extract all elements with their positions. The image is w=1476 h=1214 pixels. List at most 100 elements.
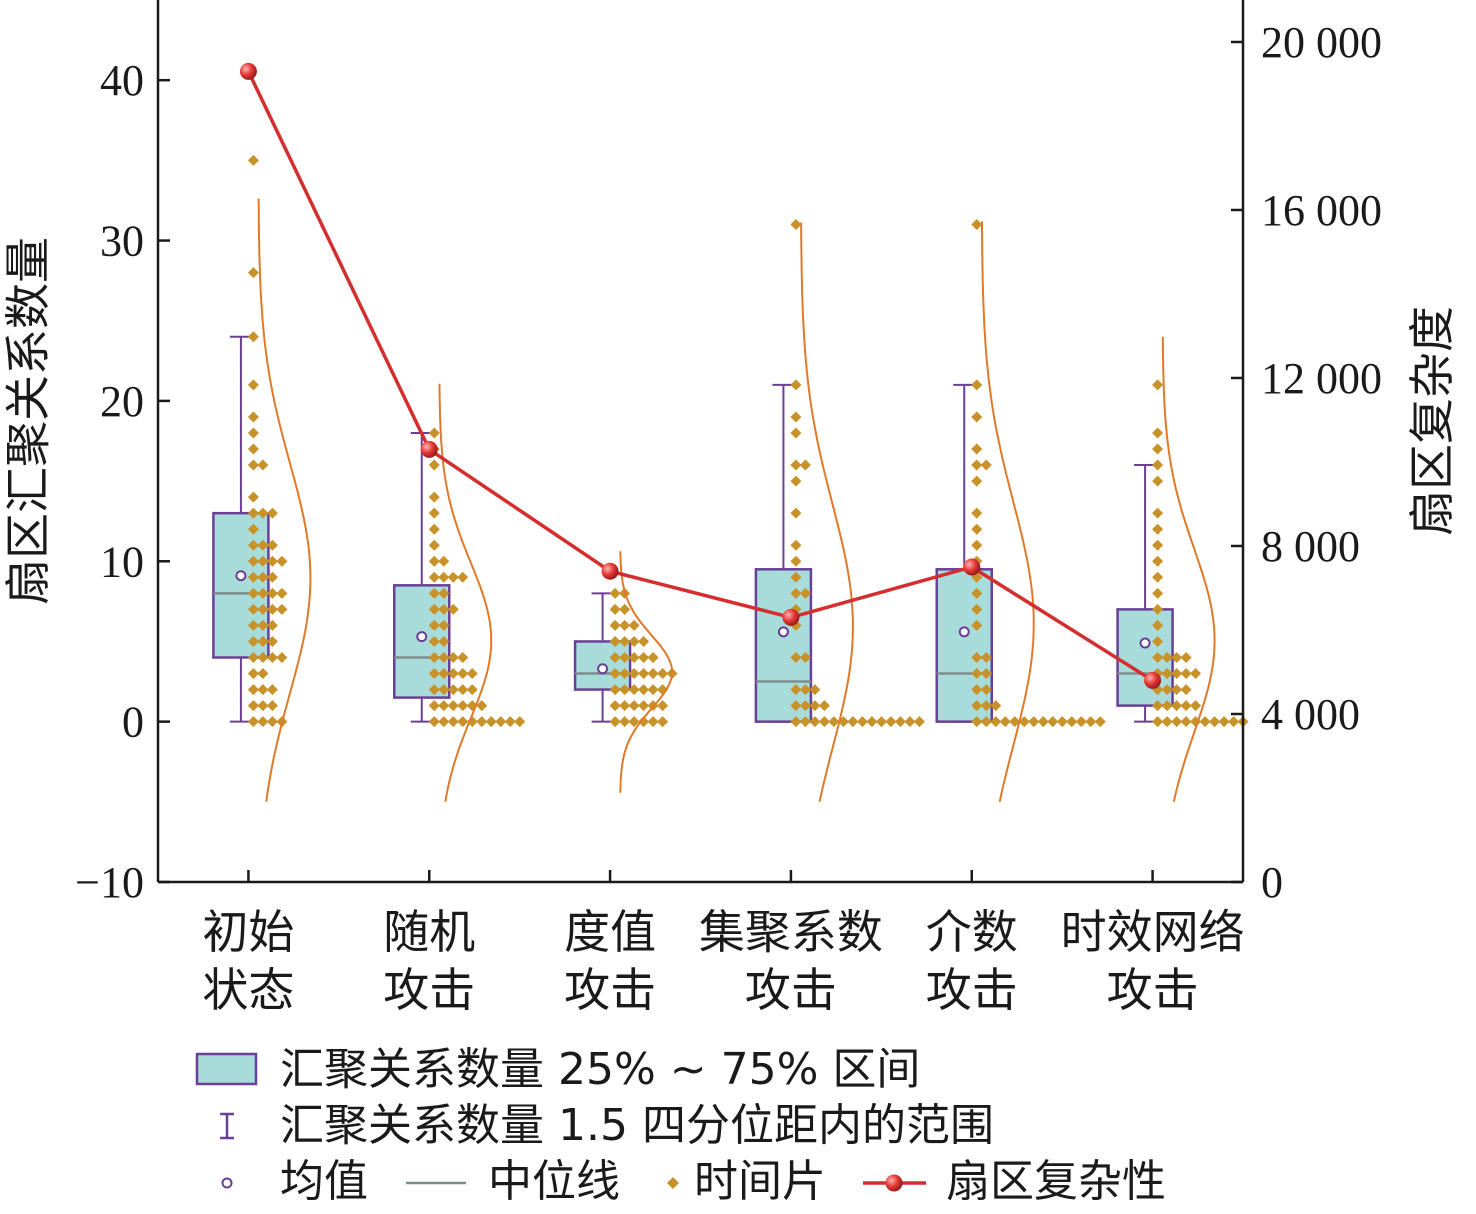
time-slice-point [980, 651, 992, 663]
time-slice-point [466, 684, 478, 696]
time-slice-point [790, 700, 802, 712]
time-slice-point [799, 684, 811, 696]
x-category-label: 攻击 [745, 963, 837, 1017]
time-slice-point [1161, 668, 1173, 680]
legend-mean-label: 均值 [280, 1156, 368, 1207]
time-slice-point [1152, 603, 1164, 615]
legend-median-label: 中位线 [488, 1156, 620, 1207]
time-slice-point [619, 684, 631, 696]
time-slice-point [971, 507, 983, 519]
time-slice-point [428, 603, 440, 615]
y-left-tick-label: 30 [100, 217, 144, 266]
time-slice-point [247, 411, 259, 423]
time-slice-point [266, 571, 278, 583]
time-slice-point [457, 700, 469, 712]
x-category-label: 度值 [564, 905, 656, 959]
time-slice-point [428, 459, 440, 471]
time-slice-point [971, 539, 983, 551]
time-slice-point [466, 668, 478, 680]
time-slice-point [266, 555, 278, 567]
time-slice-point [428, 700, 440, 712]
time-slice-point [628, 651, 640, 663]
time-slice-point [266, 603, 278, 615]
time-slice-point [247, 619, 259, 631]
time-slice-point [1152, 716, 1164, 728]
time-slice-point [856, 716, 868, 728]
x-category-label: 攻击 [926, 963, 1018, 1017]
time-slice-point [276, 587, 288, 599]
time-slice-point [1152, 539, 1164, 551]
legend-slice-swatch [667, 1177, 679, 1189]
x-category-label: 介数 [926, 905, 1018, 959]
time-slice-point [466, 716, 478, 728]
time-slice-point [428, 571, 440, 583]
mean-marker [416, 631, 428, 643]
time-slice-point [971, 651, 983, 663]
mean-marker [958, 626, 970, 638]
time-slice-point [790, 427, 802, 439]
time-slice-point [447, 571, 459, 583]
time-slice-point [257, 716, 269, 728]
time-slice-point [971, 411, 983, 423]
time-slice-point [799, 459, 811, 471]
iqr-box [935, 568, 993, 723]
time-slice-point [476, 716, 488, 728]
time-slice-point [638, 684, 650, 696]
time-slice-point [266, 700, 278, 712]
time-slice-point [438, 603, 450, 615]
time-slice-point [438, 587, 450, 599]
time-slice-point [609, 603, 621, 615]
legend-box-label: 汇聚关系数量 25% ~ 75% 区间 [280, 1044, 920, 1095]
time-slice-point [790, 539, 802, 551]
time-slice-point [1066, 716, 1078, 728]
complexity-marker [963, 558, 981, 576]
time-slice-point [247, 427, 259, 439]
time-slice-point [428, 507, 440, 519]
time-slice-point [428, 587, 440, 599]
time-slice-point [980, 684, 992, 696]
time-slice-point [980, 716, 992, 728]
mean-marker [777, 626, 789, 638]
time-slice-point [266, 587, 278, 599]
time-slice-point [428, 539, 440, 551]
legend-slice-label: 时间片 [694, 1156, 826, 1207]
time-slice-point [628, 700, 640, 712]
time-slice-point [428, 523, 440, 535]
time-slice-point [790, 555, 802, 567]
time-slice-point [828, 716, 840, 728]
time-slice-point [1152, 619, 1164, 631]
time-slice-point [428, 619, 440, 631]
axes-layer: −10 0 10 20 30 40 0 4 000 8 000 12 000 16 000 20 00… [1, 0, 1459, 1017]
time-slice-point [809, 716, 821, 728]
time-slice-point [266, 539, 278, 551]
time-slice-point [457, 684, 469, 696]
y-left-tick-label: −10 [75, 858, 144, 907]
time-slice-point [495, 716, 507, 728]
time-slice-point [1152, 427, 1164, 439]
time-slice-point [980, 668, 992, 680]
legend-complexity-marker [885, 1174, 903, 1192]
time-slice-point [971, 700, 983, 712]
time-slice-point [428, 651, 440, 663]
time-slice-point [1152, 635, 1164, 647]
time-slice-point [247, 154, 259, 166]
time-slice-point [990, 700, 1002, 712]
time-slice-point [257, 507, 269, 519]
time-slice-point [257, 603, 269, 615]
time-slice-point [438, 619, 450, 631]
y-right-tick-label: 20 000 [1261, 18, 1382, 67]
normal-curve [1161, 336, 1216, 803]
time-slice-point [247, 716, 259, 728]
box-group-3 [754, 383, 813, 723]
time-slice-point [971, 459, 983, 471]
time-slice-point [619, 700, 631, 712]
time-slice-point [609, 651, 621, 663]
x-category-label: 时效网络 [1061, 905, 1245, 959]
time-slice-point [1152, 443, 1164, 455]
time-slice-point [1152, 587, 1164, 599]
time-slice-point [1152, 523, 1164, 535]
time-slice-point [790, 684, 802, 696]
time-slice-point [1085, 716, 1097, 728]
normal-curve [981, 221, 1035, 803]
